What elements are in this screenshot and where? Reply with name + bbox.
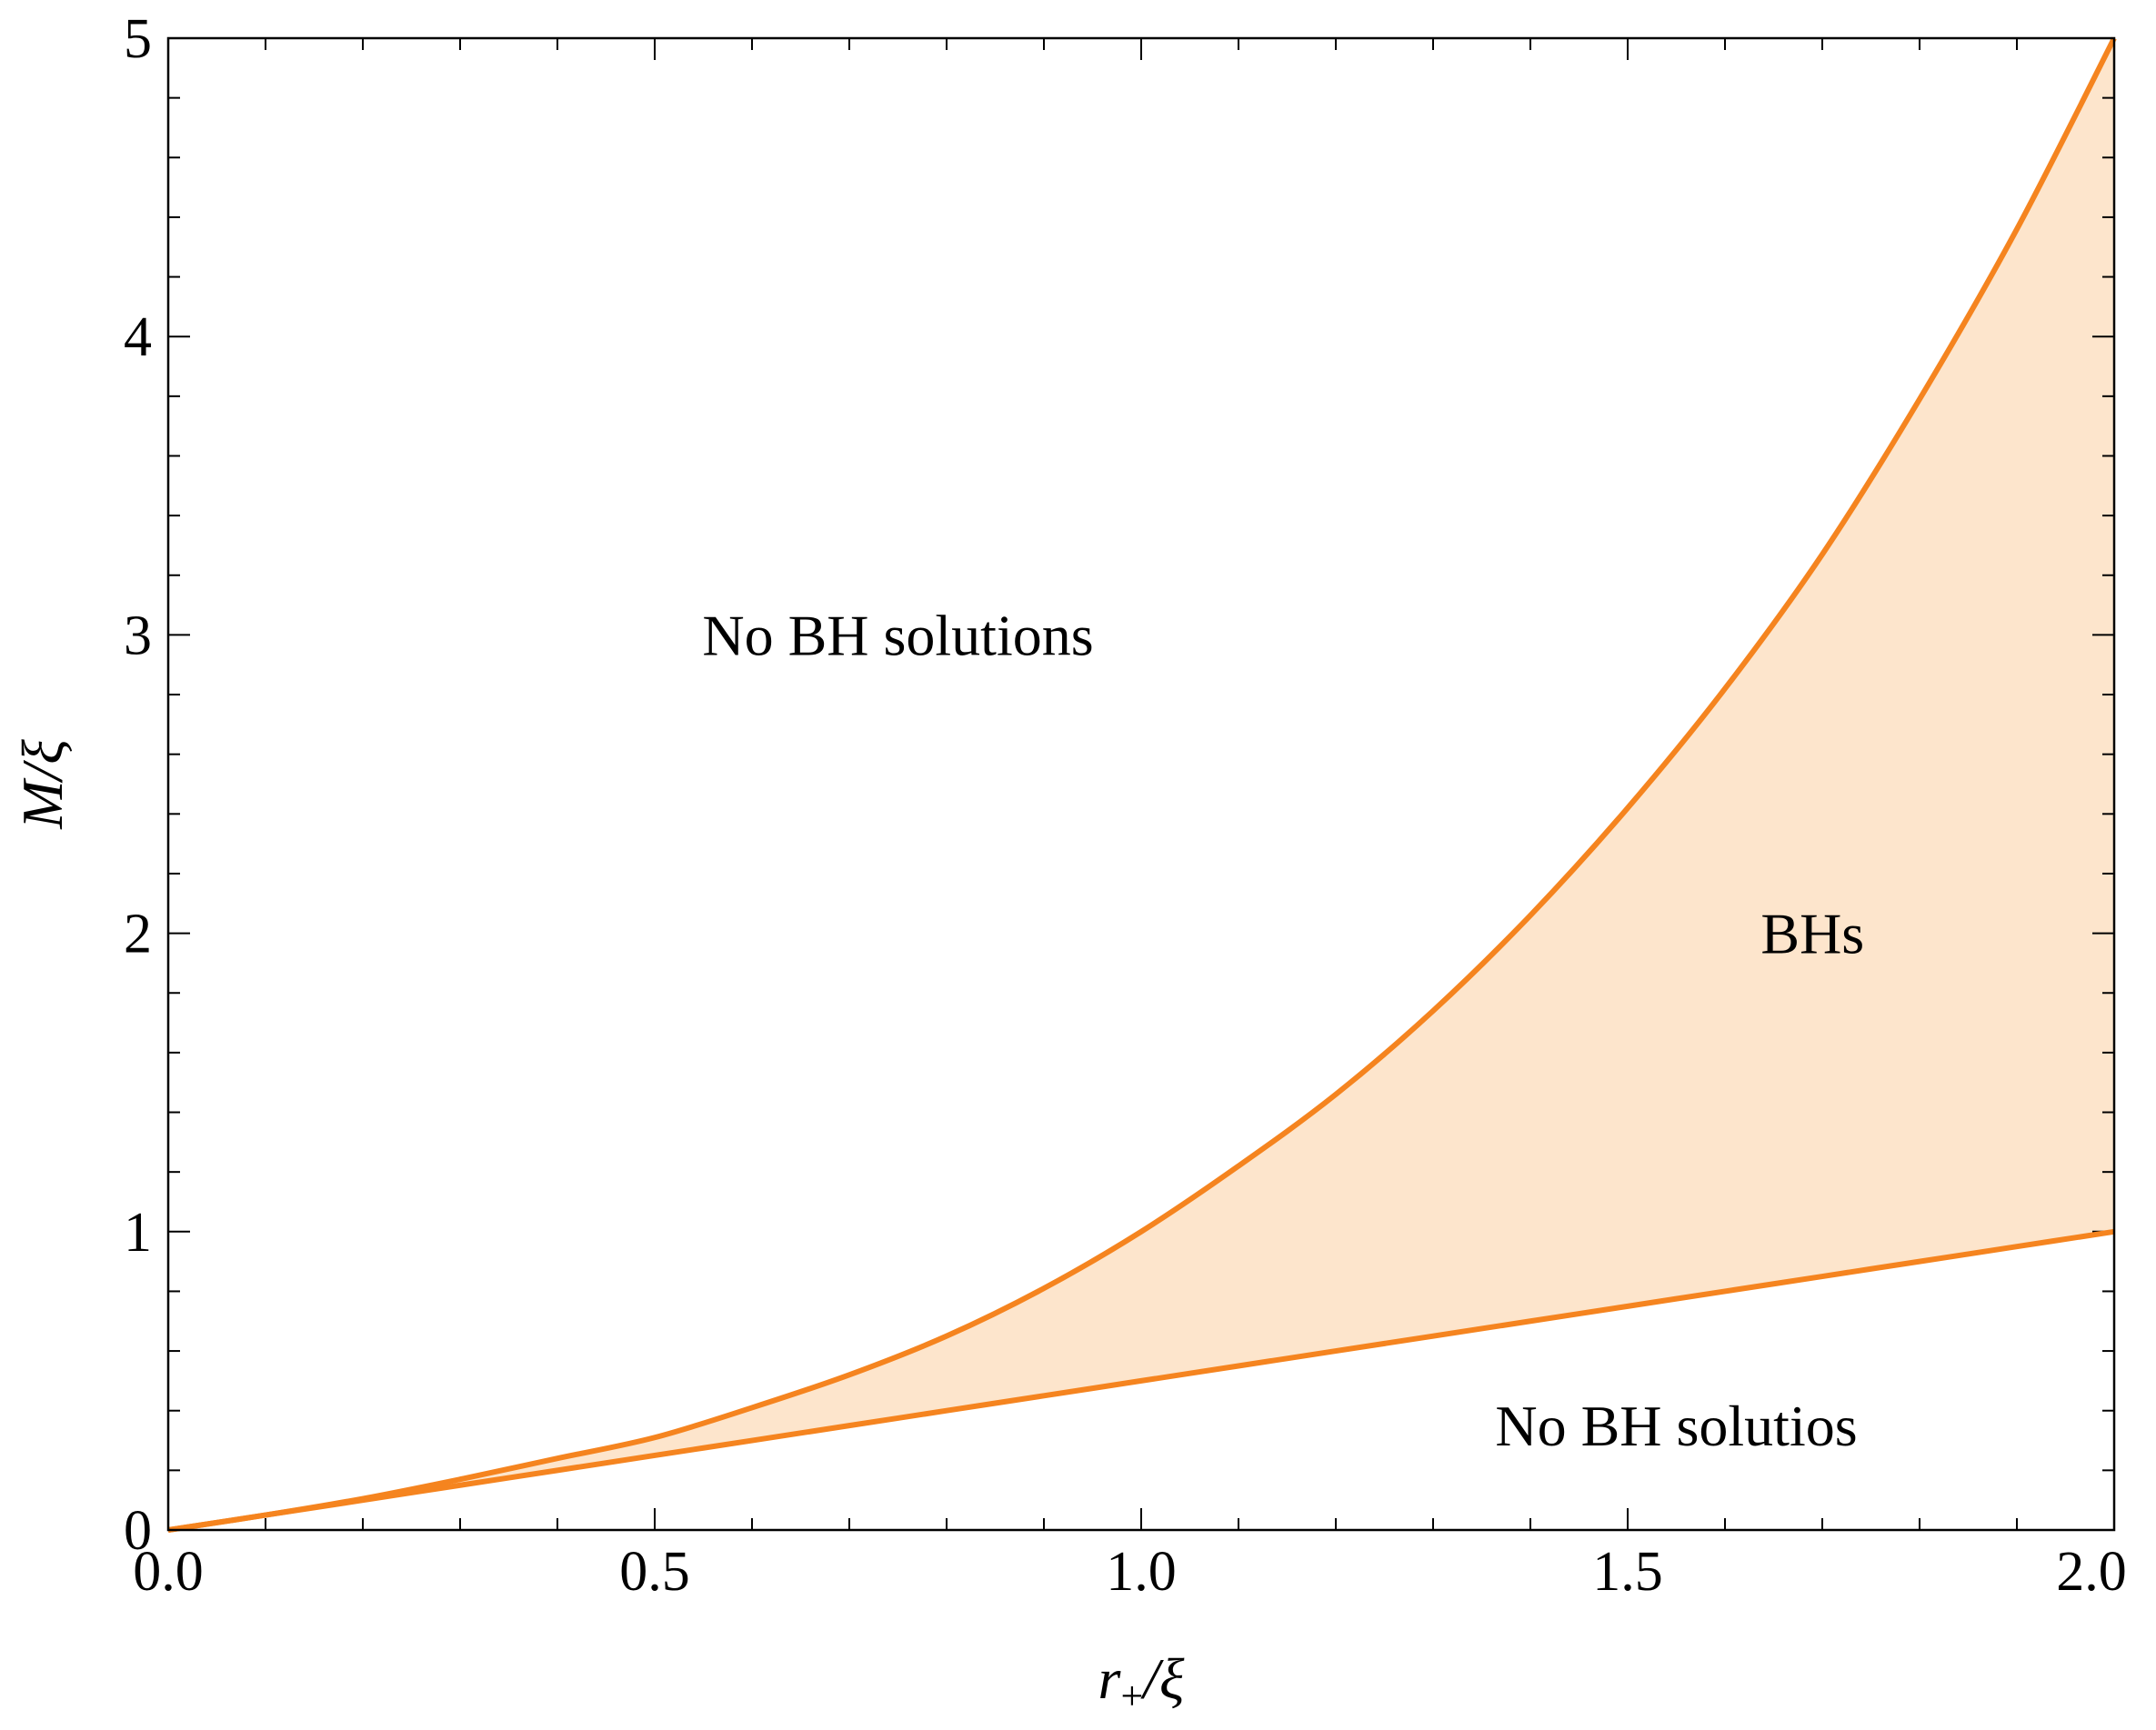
upper-bound-line — [167, 36, 2117, 1533]
y-tick-label: 4 — [124, 306, 152, 368]
x-axis-label-main: r — [1098, 1646, 1122, 1711]
y-axis-label: M/ξ — [10, 739, 75, 830]
x-axis-label-tail: /ξ — [1140, 1646, 1185, 1711]
x-tick-label: 1.5 — [1592, 1541, 1663, 1603]
x-axis-label-subscript: + — [1120, 1674, 1143, 1718]
y-tick-labels: 0 1 2 3 4 5 — [124, 8, 152, 1562]
x-tick-label: 2.0 — [2056, 1541, 2127, 1603]
lower-bound-line — [167, 1228, 2115, 1533]
y-tick-label: 1 — [124, 1202, 152, 1264]
x-tick-labels: 0.0 0.5 1.0 1.5 2.0 — [133, 1541, 2127, 1603]
x-tick-label: 0.0 — [133, 1541, 204, 1603]
minor-ticks — [168, 38, 2114, 1530]
y-tick-label: 2 — [124, 904, 152, 965]
bh-region-fill — [168, 38, 2114, 1530]
x-tick-label: 0.5 — [619, 1541, 690, 1603]
y-tick-label: 3 — [124, 605, 152, 666]
region-annotation: No BH solutions — [702, 603, 1093, 667]
region-annotation: No BH solutios — [1495, 1394, 1857, 1458]
plot-frame — [166, 36, 2116, 1532]
x-tick-label: 1.0 — [1106, 1541, 1177, 1603]
region-annotation: BHs — [1760, 902, 1864, 966]
y-tick-label: 5 — [124, 8, 152, 70]
x-axis-label: r+/ξ — [1098, 1646, 1186, 1718]
annotations: No BH solutions BHs No BH solutios — [702, 603, 1864, 1458]
y-tick-label: 0 — [124, 1500, 152, 1562]
